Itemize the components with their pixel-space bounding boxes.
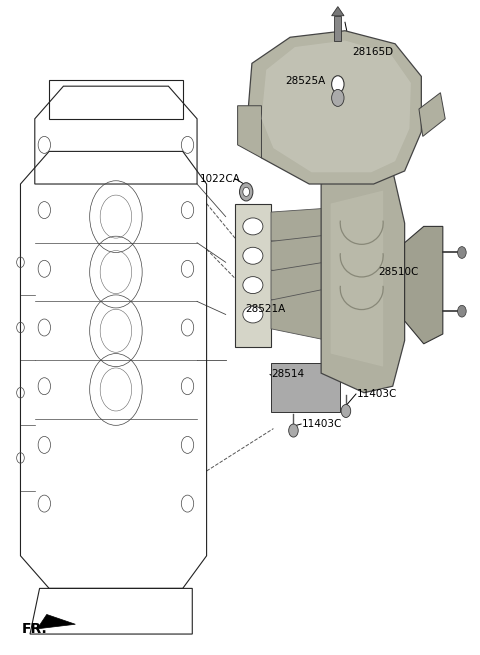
Circle shape [288, 424, 298, 437]
Text: 28525A: 28525A [285, 76, 325, 86]
Text: 11403C: 11403C [357, 389, 397, 399]
Polygon shape [332, 7, 344, 16]
Ellipse shape [243, 276, 263, 293]
Text: 11403C: 11403C [302, 419, 342, 429]
Ellipse shape [243, 218, 263, 235]
Circle shape [332, 90, 344, 106]
Polygon shape [271, 208, 328, 245]
Circle shape [240, 183, 253, 201]
Ellipse shape [243, 306, 263, 323]
Circle shape [332, 76, 344, 93]
Polygon shape [331, 191, 383, 367]
Circle shape [341, 404, 351, 417]
Polygon shape [37, 614, 75, 629]
Ellipse shape [243, 248, 263, 264]
Bar [335, 16, 341, 41]
Polygon shape [419, 93, 445, 136]
Circle shape [457, 305, 466, 317]
Text: 28521A: 28521A [245, 304, 285, 314]
Polygon shape [247, 31, 421, 184]
Polygon shape [271, 235, 328, 276]
Polygon shape [271, 261, 328, 309]
Polygon shape [405, 227, 443, 344]
Polygon shape [271, 288, 328, 341]
Text: 1022CA: 1022CA [199, 174, 240, 184]
Circle shape [243, 187, 250, 196]
Circle shape [457, 247, 466, 258]
Polygon shape [235, 204, 271, 347]
Text: 28514: 28514 [271, 369, 304, 379]
Polygon shape [238, 105, 262, 158]
Polygon shape [262, 41, 411, 172]
Text: FR.: FR. [22, 622, 47, 636]
Text: 28165D: 28165D [352, 47, 393, 57]
Polygon shape [321, 164, 405, 393]
Text: 28510C: 28510C [378, 267, 419, 277]
Polygon shape [271, 364, 340, 412]
